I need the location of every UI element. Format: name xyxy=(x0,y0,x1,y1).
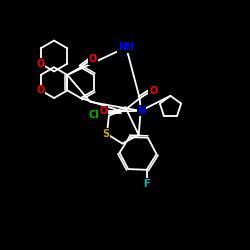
Text: S: S xyxy=(102,129,110,139)
Text: NH: NH xyxy=(118,42,134,52)
Text: O: O xyxy=(36,59,45,69)
Text: Cl: Cl xyxy=(88,110,99,120)
Text: F: F xyxy=(144,179,150,189)
Text: N: N xyxy=(137,106,145,116)
Text: O: O xyxy=(149,86,157,96)
Text: O: O xyxy=(100,106,108,116)
Text: O: O xyxy=(89,54,97,64)
Text: O: O xyxy=(36,85,45,95)
